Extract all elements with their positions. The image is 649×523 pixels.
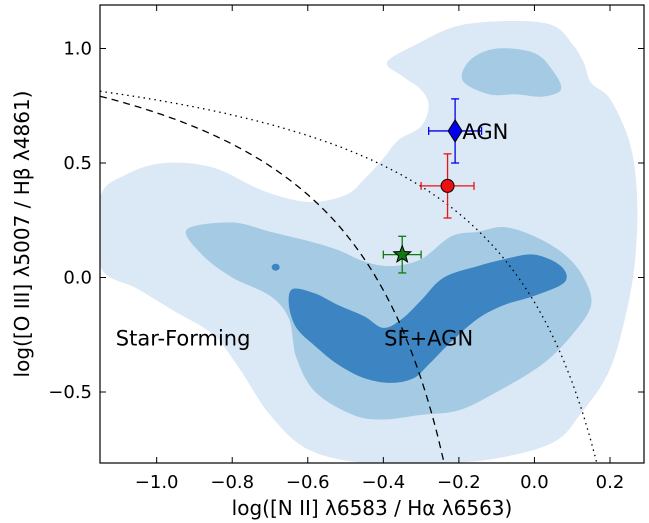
x-axis-title: log([N II] λ6583 / Hα λ6563) [232,496,513,520]
x-tick-label: −1.0 [135,472,179,493]
y-tick-label: 0.0 [63,268,92,289]
x-tick-label: 0.0 [520,472,549,493]
region-label-agn: AGN [462,120,508,144]
x-tick-label: −0.4 [361,472,405,493]
region-label-star-forming: Star-Forming [116,326,251,350]
region-label-sf-agn: SF+AGN [384,326,473,350]
star-marker [392,244,413,264]
data-markers [392,119,463,264]
contour-middle-agn-lobe [461,48,562,97]
x-tick-label: −0.6 [286,472,330,493]
y-axis-title: log([O III] λ5007 / Hβ λ4861) [10,91,34,378]
x-tick-label: −0.8 [210,472,254,493]
diamond-marker [447,119,463,143]
density-contours [100,21,638,463]
y-tick-label: 1.0 [63,39,92,60]
x-tick-label: 0.2 [596,472,625,493]
demarcation-lines [100,90,598,463]
circle-marker [440,178,455,193]
axis-ticks: −1.0 −0.8 −0.6 −0.4 −0.2 0.0 0.2 −0.5 0.0 0.5 1.0 [48,5,644,493]
contour-islet [271,263,280,271]
plot-frame [99,4,645,464]
kauffmann-line [100,95,445,463]
y-tick-label: 0.5 [63,153,92,174]
x-tick-label: −0.2 [437,472,481,493]
y-tick-label: −0.5 [48,382,92,403]
contour-inner [288,254,567,383]
